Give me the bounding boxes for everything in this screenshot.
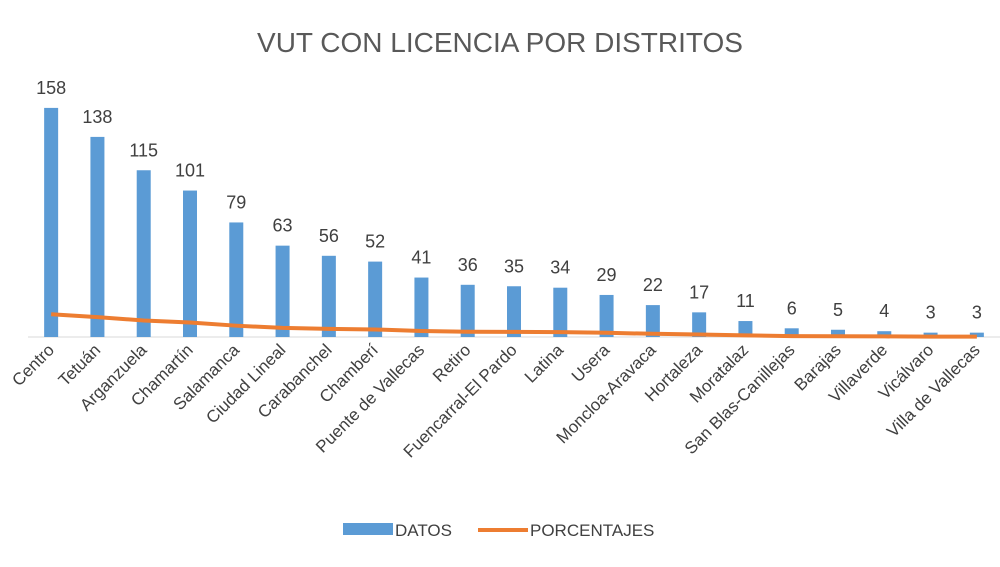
data-label: 4 xyxy=(879,301,889,321)
data-label: 36 xyxy=(458,255,478,275)
chart-title: VUT CON LICENCIA POR DISTRITOS xyxy=(257,27,743,58)
data-label: 29 xyxy=(597,265,617,285)
bar xyxy=(507,286,521,337)
bar xyxy=(90,136,105,337)
bar xyxy=(183,190,197,337)
data-label: 35 xyxy=(504,256,524,276)
bar xyxy=(784,328,799,337)
data-label: 79 xyxy=(226,192,246,212)
bar xyxy=(553,287,568,337)
data-label: 115 xyxy=(129,140,158,160)
legend-label: DATOS xyxy=(395,521,452,540)
data-label: 138 xyxy=(82,107,112,127)
data-label: 101 xyxy=(175,161,205,181)
data-label: 5 xyxy=(833,300,843,320)
legend-label: PORCENTAJES xyxy=(530,521,654,540)
data-label: 41 xyxy=(411,248,431,268)
data-label: 158 xyxy=(36,78,66,98)
data-label: 56 xyxy=(319,226,339,246)
bar xyxy=(136,170,151,337)
bar xyxy=(460,284,475,337)
data-label: 63 xyxy=(273,216,293,236)
data-label: 6 xyxy=(787,298,797,318)
bar xyxy=(229,222,244,337)
data-label: 17 xyxy=(689,282,709,302)
bar xyxy=(877,331,892,337)
bar xyxy=(414,277,429,337)
line xyxy=(51,312,977,339)
bar xyxy=(738,321,753,337)
bar xyxy=(692,312,707,337)
data-label: 52 xyxy=(365,232,385,252)
bar xyxy=(368,261,383,337)
data-label: 22 xyxy=(643,275,663,295)
bar xyxy=(645,305,660,337)
bar xyxy=(44,107,59,338)
legend-swatch xyxy=(343,523,393,535)
data-label: 3 xyxy=(972,303,982,323)
bar xyxy=(275,245,290,337)
data-label: 34 xyxy=(550,258,570,278)
bar xyxy=(321,255,336,337)
bar xyxy=(831,329,845,337)
bar xyxy=(599,294,614,337)
data-label: 3 xyxy=(926,303,936,323)
data-label: 11 xyxy=(736,291,755,311)
